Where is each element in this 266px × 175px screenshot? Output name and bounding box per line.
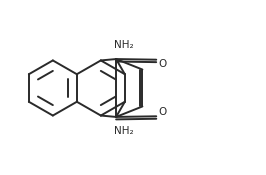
Text: NH₂: NH₂ bbox=[114, 40, 134, 50]
Text: NH₂: NH₂ bbox=[114, 126, 134, 136]
Text: O: O bbox=[158, 59, 166, 69]
Text: O: O bbox=[158, 107, 166, 117]
